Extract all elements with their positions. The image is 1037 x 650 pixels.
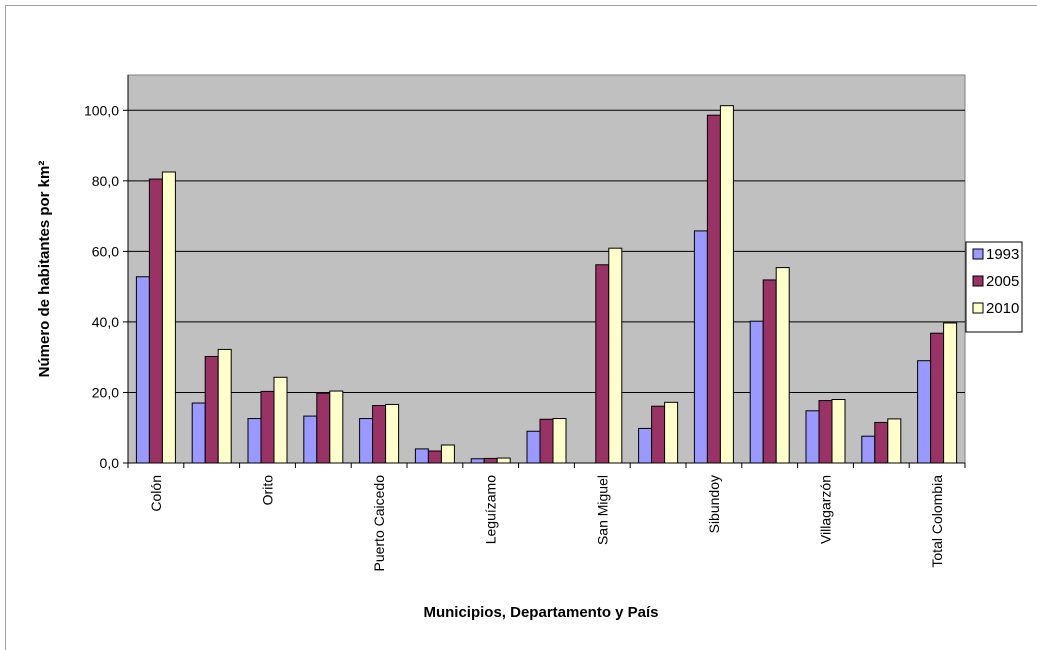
bar-2010 [664, 401, 679, 464]
bar-2010 [608, 247, 623, 464]
bar-2005 [930, 332, 945, 464]
bar-2010 [440, 444, 455, 464]
x-tick-labels: Colón Orito Puerto Caicedo Leguízamo San Mig… [148, 475, 945, 572]
bar-2010 [329, 390, 344, 464]
y-tick-label: 0,0 [100, 455, 120, 471]
y-tick-label: 100,0 [84, 102, 119, 118]
bar-2010 [943, 322, 958, 464]
bar-2005 [874, 421, 889, 464]
x-axis-title: Municipios, Departamento y País [423, 604, 658, 621]
bar-2010 [217, 348, 232, 464]
bar-2005 [762, 279, 777, 464]
bar-1993 [135, 276, 150, 464]
x-tick-label: Orito [260, 475, 276, 506]
x-tick-label: Puerto Caicedo [371, 475, 387, 572]
bar-2010 [831, 399, 846, 464]
bar-1993 [638, 427, 653, 464]
y-tick-label: 60,0 [92, 243, 119, 259]
legend: 1993 2005 2010 [965, 241, 1023, 333]
axes [123, 75, 966, 468]
bar-1993 [749, 320, 764, 464]
bar-2005 [260, 390, 275, 464]
bar-2005 [539, 418, 554, 464]
bar-1993 [470, 458, 485, 464]
x-tick-label: Leguízamo [483, 475, 499, 544]
bar-1993 [526, 430, 541, 464]
bar-2005 [204, 355, 219, 464]
bar-1993 [359, 418, 374, 464]
bar-2005 [595, 264, 610, 464]
bar-1993 [303, 415, 318, 464]
legend-swatch-2010 [972, 302, 984, 314]
bar-1993 [805, 410, 820, 464]
bar-2010 [552, 418, 567, 464]
bar-2005 [427, 450, 442, 464]
legend-label-1993: 1993 [986, 246, 1019, 263]
legend-label-2005: 2005 [986, 273, 1019, 290]
bar-2005 [372, 405, 387, 464]
bar-2010 [775, 267, 790, 464]
bar-2010 [719, 105, 734, 464]
bar-1993 [917, 360, 932, 464]
legend-swatch-2005 [972, 275, 984, 287]
bar-2005 [483, 457, 498, 464]
legend-swatch-1993 [972, 248, 984, 260]
y-tick-label: 40,0 [92, 314, 119, 330]
y-tick-labels: 0,0 20,0 40,0 60,0 80,0 100,0 [84, 102, 119, 471]
bars [135, 105, 958, 464]
x-tick-label: Total Colombia [929, 475, 945, 568]
bar-1993 [693, 230, 708, 464]
bar-2005 [316, 392, 331, 464]
legend-label-2010: 2010 [986, 300, 1019, 317]
x-tick-label: Sibundoy [706, 475, 722, 533]
bar-1993 [247, 418, 262, 464]
bar-2005 [818, 400, 833, 464]
bar-2010 [887, 418, 902, 464]
bar-2010 [273, 376, 288, 464]
bar-1993 [861, 435, 876, 464]
plot-area: 0,0 20,0 40,0 60,0 80,0 100,0 Colón Orito Puert… [84, 74, 966, 572]
bar-2005 [148, 178, 163, 464]
bar-2010 [496, 457, 511, 464]
bar-2005 [706, 114, 721, 464]
bar-2010 [161, 171, 176, 464]
bar-2005 [651, 405, 666, 464]
bar-1993 [191, 402, 206, 464]
y-tick-label: 80,0 [92, 173, 119, 189]
bar-2010 [385, 403, 400, 464]
chart-frame [5, 5, 1037, 650]
y-axis-title: Número de habitantes por km² [36, 161, 53, 378]
x-tick-label: Colón [148, 475, 164, 512]
y-tick-label: 20,0 [92, 384, 119, 400]
bar-1993 [414, 448, 429, 464]
x-tick-label: San Miguel [594, 475, 610, 545]
x-tick-label: Villagarzón [818, 475, 834, 544]
